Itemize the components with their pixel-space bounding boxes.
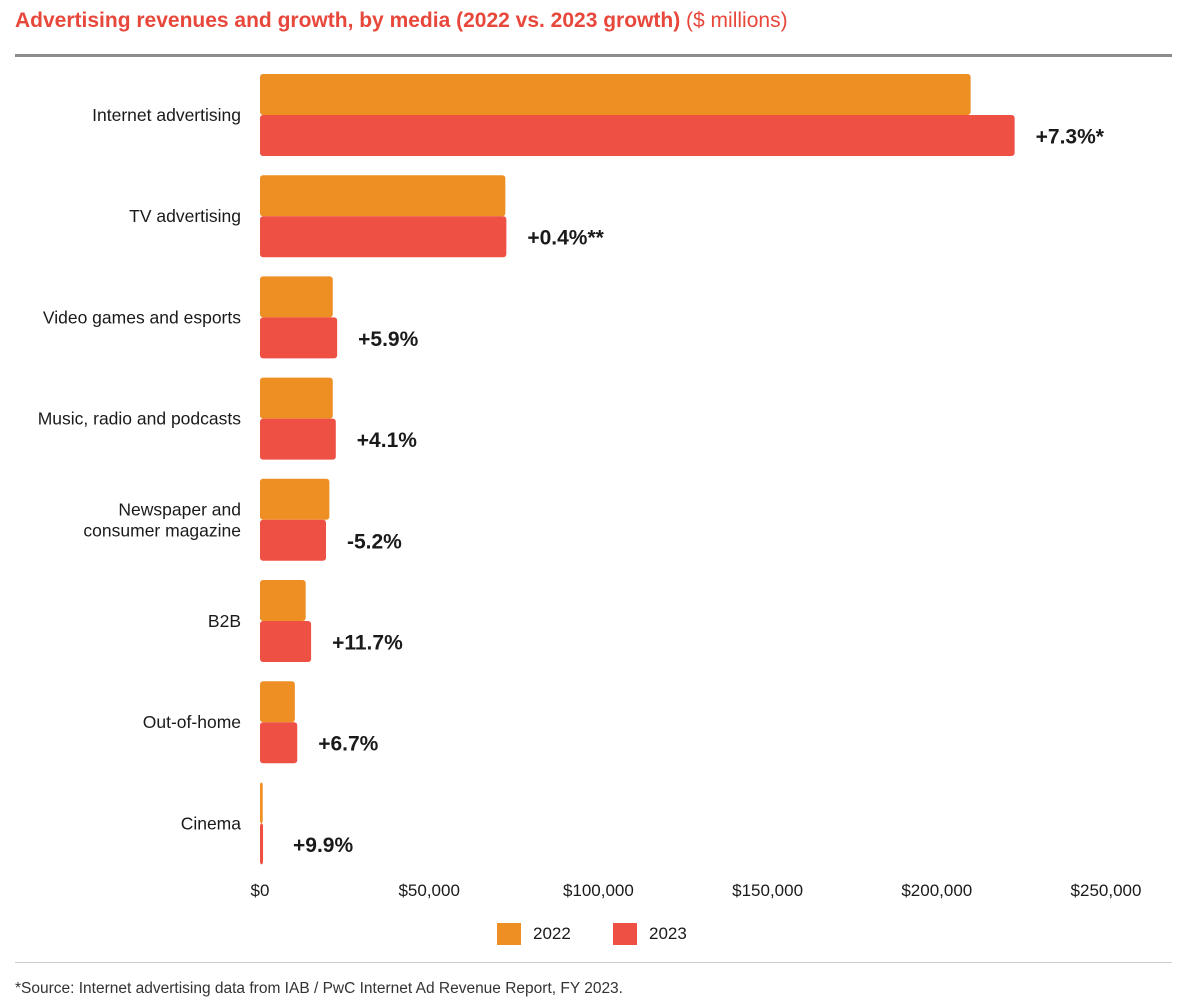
bar-newspaper-and-consumer-magazine-2023: [260, 519, 326, 561]
growth-label-music-radio-and-podcasts: +4.1%: [357, 429, 417, 452]
growth-label-video-games-and-esports: +5.9%: [358, 328, 418, 351]
source-footnote: *Source: Internet advertising data from …: [15, 980, 623, 997]
bar-chart: Internet advertising +7.3%* TV advertising…: [38, 74, 1142, 900]
x-tick-label-5: $250,000: [1071, 881, 1142, 900]
x-tick-label-4: $200,000: [901, 881, 972, 900]
bar-cinema-2023: [260, 823, 264, 865]
growth-label-tv-advertising: +0.4%**: [527, 227, 604, 250]
category-label-b2b: B2B: [208, 611, 241, 631]
category-label-out-of-home: Out-of-home: [143, 712, 241, 732]
title-divider: [15, 54, 1172, 57]
footnote-divider: [15, 962, 1172, 963]
legend-label-2022: 2022: [533, 924, 571, 943]
legend-item-2023: 2023: [613, 921, 687, 947]
bar-video-games-and-esports-2022: [260, 276, 333, 318]
bar-tv-advertising-2023: [260, 216, 507, 258]
category-label-internet-advertising: Internet advertising: [92, 105, 241, 125]
growth-label-out-of-home: +6.7%: [318, 733, 378, 756]
bar-tv-advertising-2022: [260, 175, 506, 217]
bar-music-radio-and-podcasts-2023: [260, 418, 336, 460]
growth-label-b2b: +11.7%: [332, 632, 403, 655]
bar-internet-advertising-2022: [260, 74, 971, 115]
bar-cinema-2022: [260, 782, 263, 824]
growth-label-newspaper-and-consumer-magazine: -5.2%: [347, 530, 402, 553]
legend-item-2022: 2022: [497, 921, 571, 947]
legend-swatch-2022: [497, 923, 521, 945]
growth-label-cinema: +9.9%: [293, 834, 353, 857]
bar-out-of-home-2023: [260, 722, 298, 764]
bar-out-of-home-2022: [260, 681, 295, 723]
x-tick-label-3: $150,000: [732, 881, 803, 900]
growth-label-internet-advertising: +7.3%*: [1036, 126, 1105, 149]
x-tick-label-0: $0: [251, 881, 270, 900]
x-tick-label-2: $100,000: [563, 881, 634, 900]
bar-video-games-and-esports-2023: [260, 317, 338, 359]
bar-newspaper-and-consumer-magazine-2022: [260, 478, 330, 520]
category-label-cinema: Cinema: [181, 813, 242, 833]
legend-label-2023: 2023: [649, 924, 687, 943]
bar-b2b-2023: [260, 621, 312, 662]
x-tick-label-1: $50,000: [398, 881, 459, 900]
chart-title: Advertising revenues and growth, by medi…: [15, 9, 788, 33]
chart-title-unit: ($ millions): [686, 9, 788, 32]
bar-music-radio-and-podcasts-2022: [260, 377, 333, 419]
category-label-video-games-and-esports: Video games and esports: [43, 307, 241, 327]
category-label-newspaper-and-consumer-magazine: Newspaper and consumer magazine: [83, 499, 241, 540]
category-label-tv-advertising: TV advertising: [129, 206, 241, 226]
legend-swatch-2023: [613, 923, 637, 945]
chart-legend: 2022 2023: [0, 921, 1200, 947]
category-label-music-radio-and-podcasts: Music, radio and podcasts: [38, 409, 242, 429]
chart-title-main: Advertising revenues and growth, by medi…: [15, 9, 681, 32]
bar-b2b-2022: [260, 580, 306, 621]
bar-internet-advertising-2023: [260, 115, 1015, 156]
